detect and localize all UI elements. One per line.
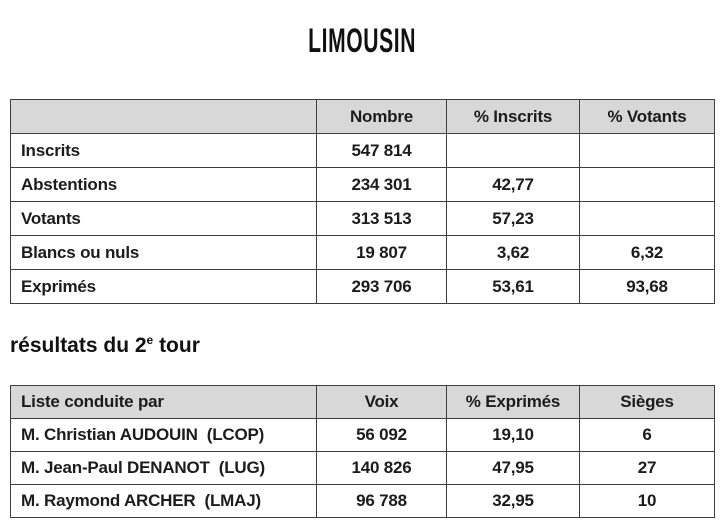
header-nombre: Nombre — [316, 99, 447, 134]
row-label: Blancs ou nuls — [10, 235, 317, 270]
table-row-denanot: M. Jean-Paul DENANOT (LUG) 140 826 47,95… — [10, 451, 715, 485]
header-pct-votants: % Votants — [579, 99, 715, 134]
table-row-exprimes: Exprimés 293 706 53,61 93,68 — [10, 269, 715, 304]
cell-pct-exprimes: 32,95 — [446, 484, 580, 518]
header-empty-cell — [10, 99, 317, 134]
table-row-archer: M. Raymond ARCHER (LMAJ) 96 788 32,95 10 — [10, 484, 715, 518]
row-label: Votants — [10, 201, 317, 236]
results-header-row: Liste conduite par Voix % Exprimés Siège… — [10, 385, 715, 419]
cell-nombre: 293 706 — [316, 269, 447, 304]
table-row-votants: Votants 313 513 57,23 — [10, 201, 715, 236]
candidate-name: M. Christian AUDOUIN (LCOP) — [10, 418, 317, 452]
row-label: Abstentions — [10, 167, 317, 202]
subtitle-prefix: résultats du 2 — [10, 334, 147, 357]
page-title-text: LIMOUSIN — [307, 22, 417, 60]
cell-pct-exprimes: 47,95 — [446, 451, 580, 485]
cell-nombre: 19 807 — [316, 235, 447, 270]
cell-voix: 140 826 — [316, 451, 447, 485]
cell-pct-inscrits: 42,77 — [446, 167, 580, 202]
cell-pct-inscrits — [446, 133, 580, 168]
candidate-name: M. Jean-Paul DENANOT (LUG) — [10, 451, 317, 485]
cell-pct-inscrits: 53,61 — [446, 269, 580, 304]
header-voix: Voix — [316, 385, 447, 419]
cell-nombre: 313 513 — [316, 201, 447, 236]
cell-nombre: 234 301 — [316, 167, 447, 202]
header-sieges: Sièges — [579, 385, 715, 419]
cell-pct-votants: 6,32 — [579, 235, 715, 270]
cell-pct-votants — [579, 167, 715, 202]
header-liste-conduite-par: Liste conduite par — [10, 385, 317, 419]
cell-sieges: 6 — [579, 418, 715, 452]
table-row-blancs-ou-nuls: Blancs ou nuls 19 807 3,62 6,32 — [10, 235, 715, 270]
participation-header-row: Nombre % Inscrits % Votants — [10, 99, 715, 134]
row-label: Exprimés — [10, 269, 317, 304]
row-label: Inscrits — [10, 133, 317, 168]
cell-sieges: 27 — [579, 451, 715, 485]
header-pct-exprimes: % Exprimés — [446, 385, 580, 419]
cell-voix: 96 788 — [316, 484, 447, 518]
cell-pct-votants — [579, 201, 715, 236]
table-row-inscrits: Inscrits 547 814 — [10, 133, 715, 168]
cell-sieges: 10 — [579, 484, 715, 518]
header-pct-inscrits: % Inscrits — [446, 99, 580, 134]
participation-table: Nombre % Inscrits % Votants Inscrits 547… — [10, 99, 715, 304]
candidate-name: M. Raymond ARCHER (LMAJ) — [10, 484, 317, 518]
results-table: Liste conduite par Voix % Exprimés Siège… — [10, 385, 715, 518]
subtitle-suffix: tour — [153, 334, 200, 357]
table-row-abstentions: Abstentions 234 301 42,77 — [10, 167, 715, 202]
cell-pct-exprimes: 19,10 — [446, 418, 580, 452]
table-row-audouin: M. Christian AUDOUIN (LCOP) 56 092 19,10… — [10, 418, 715, 452]
section-subtitle: résultats du 2e tour — [10, 334, 200, 358]
cell-pct-inscrits: 57,23 — [446, 201, 580, 236]
subtitle-superscript: e — [146, 333, 154, 347]
page-title: LIMOUSIN — [0, 22, 724, 61]
cell-pct-votants: 93,68 — [579, 269, 715, 304]
cell-nombre: 547 814 — [316, 133, 447, 168]
cell-pct-inscrits: 3,62 — [446, 235, 580, 270]
cell-pct-votants — [579, 133, 715, 168]
cell-voix: 56 092 — [316, 418, 447, 452]
